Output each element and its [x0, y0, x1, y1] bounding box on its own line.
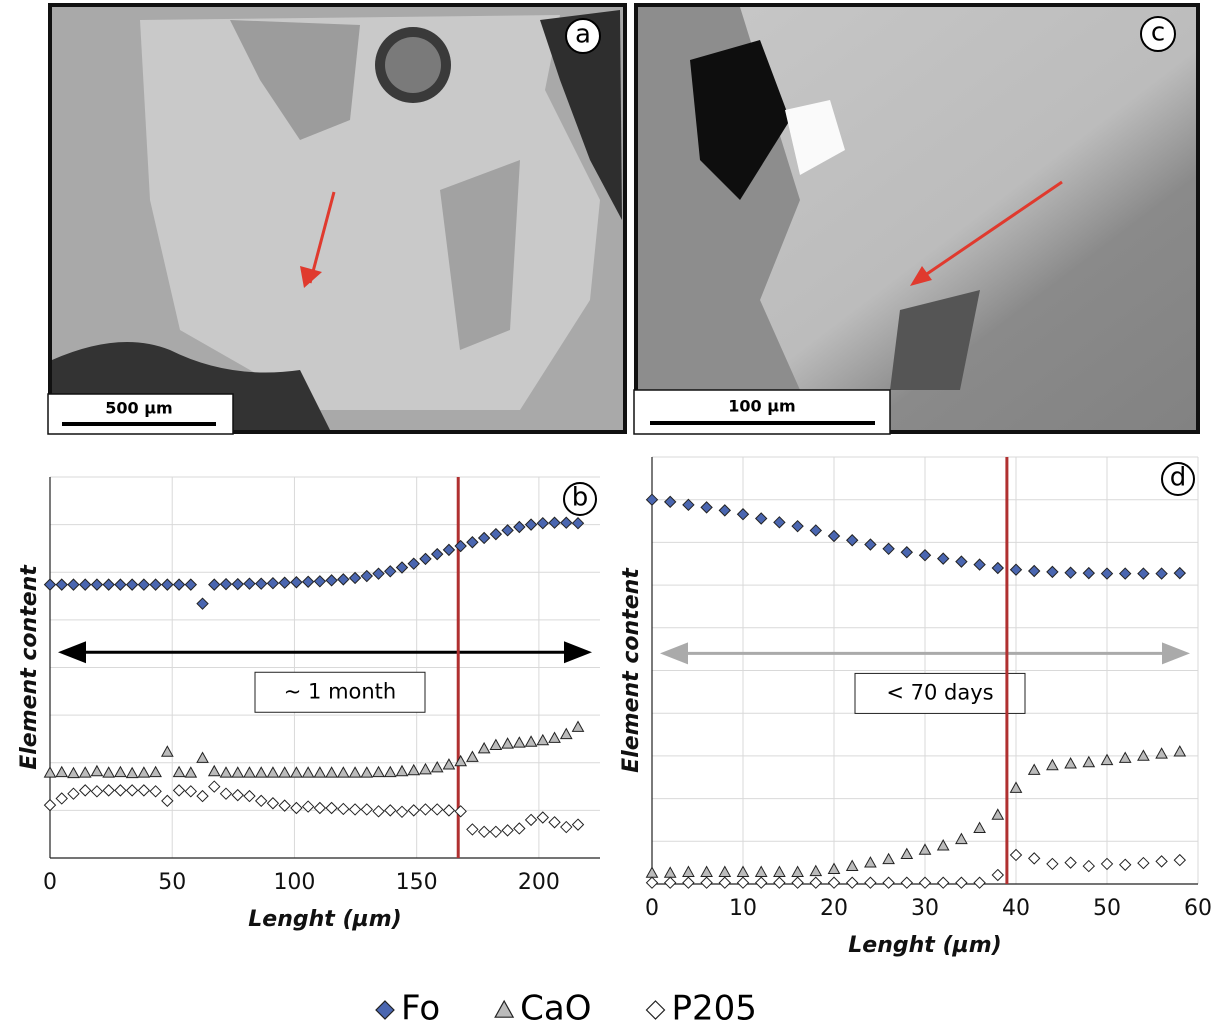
x-tick-label: 100: [273, 870, 315, 895]
x-tick-label: 50: [158, 870, 186, 895]
micrograph-a: 500 µm a: [48, 5, 625, 434]
legend-label: CaO: [520, 989, 591, 1029]
legend-marker: [376, 1001, 394, 1019]
x-tick-label: 40: [1002, 896, 1030, 921]
panel-label: c: [1151, 18, 1165, 48]
annotation: ~ 1 month: [284, 679, 396, 703]
y-axis-label: Element content: [619, 567, 644, 773]
x-tick-label: 20: [820, 896, 848, 921]
x-tick-label: 50: [1093, 896, 1121, 921]
x-tick-label: 10: [729, 896, 757, 921]
scale-bar-label: 500 µm: [105, 399, 172, 418]
panel-label: d: [1170, 463, 1187, 493]
x-tick-label: 150: [396, 870, 438, 895]
x-tick-label: 60: [1184, 896, 1212, 921]
x-tick-label: 0: [645, 896, 659, 921]
annotation: < 70 days: [886, 680, 993, 704]
x-axis-label: Lenght (µm): [248, 907, 401, 932]
legend: Fo CaO P205: [376, 989, 757, 1029]
micrograph-c: 100 µm c: [634, 5, 1198, 434]
x-tick-label: 30: [911, 896, 939, 921]
legend-label: P205: [672, 989, 757, 1029]
panel-label: b: [572, 483, 589, 513]
y-axis-label: Element content: [17, 564, 42, 770]
legend-marker: [647, 1001, 665, 1019]
x-tick-label: 0: [43, 870, 57, 895]
panel-label: a: [575, 20, 591, 50]
legend-label: Fo: [401, 989, 440, 1029]
scale-bar-label: 100 µm: [728, 397, 795, 416]
x-tick-label: 200: [518, 870, 560, 895]
figure: 500 µm a 100 µm c FoCaOP205 050100150200…: [0, 0, 1226, 1033]
x-axis-label: Lenght (µm): [848, 933, 1001, 958]
legend-marker: [495, 1001, 513, 1017]
